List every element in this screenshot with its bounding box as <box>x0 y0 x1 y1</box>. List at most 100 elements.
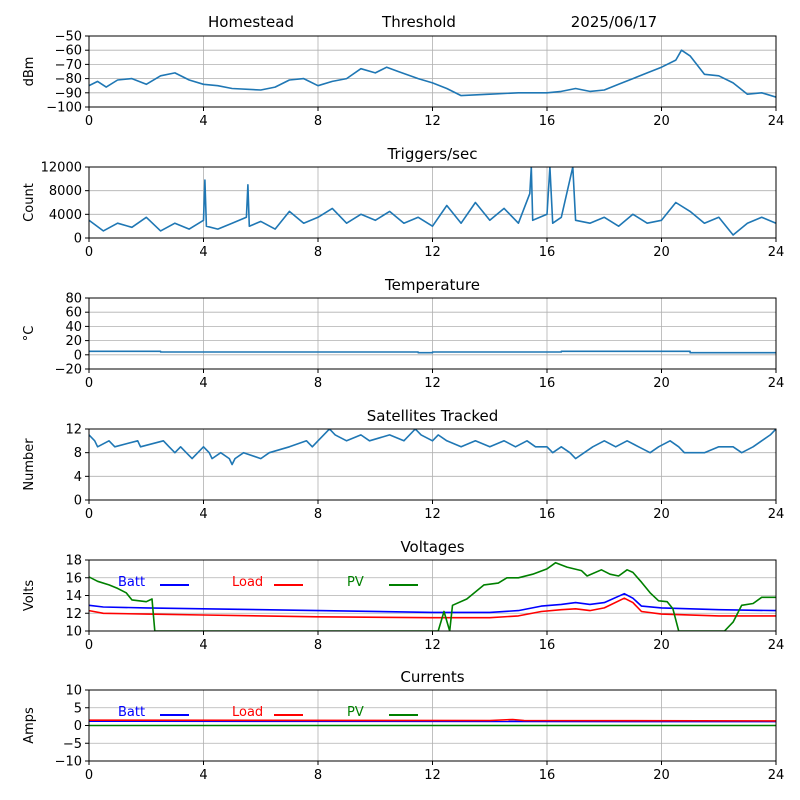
x-tick-label: 12 <box>424 638 441 653</box>
panel-title: Voltages <box>400 538 464 556</box>
x-tick-label: 20 <box>653 114 670 129</box>
header-site: Homestead <box>208 13 294 31</box>
y-tick-label: 12 <box>65 423 82 438</box>
legend-label-load: Load <box>232 575 263 590</box>
x-tick-label: 4 <box>199 376 207 391</box>
x-tick-label: 24 <box>768 507 785 522</box>
y-tick-label: 8000 <box>49 184 82 199</box>
panel-title: Triggers/sec <box>387 145 478 163</box>
y-tick-label: −50 <box>55 30 82 45</box>
y-axis-label: °C <box>22 326 37 342</box>
y-tick-label: 14 <box>65 589 82 604</box>
y-tick-label: 0 <box>74 232 82 247</box>
x-tick-label: 0 <box>85 638 93 653</box>
panel-dbm: 0 4 8 12 16 20 24 −100−90−80−70−60−50 dBm <box>22 30 784 130</box>
y-axis-label: Count <box>22 183 37 222</box>
x-tick-label: 24 <box>768 768 785 783</box>
series-satellites <box>89 429 776 466</box>
y-tick-label: 80 <box>65 292 82 307</box>
x-tick-label: 16 <box>539 638 556 653</box>
x-tick-label: 8 <box>314 114 322 129</box>
x-tick-label: 12 <box>424 376 441 391</box>
x-tick-label: 16 <box>539 245 556 260</box>
y-tick-label: 4 <box>74 470 82 485</box>
x-tick-label: 16 <box>539 507 556 522</box>
x-tick-label: 24 <box>768 376 785 391</box>
x-tick-label: 4 <box>199 114 207 129</box>
x-tick-label: 8 <box>314 245 322 260</box>
legend-label-batt: Batt <box>118 705 145 720</box>
y-tick-label: −70 <box>55 58 82 73</box>
series-triggers <box>89 167 776 236</box>
y-tick-label: 0 <box>74 348 82 363</box>
y-tick-label: −80 <box>55 72 82 87</box>
x-tick-label: 0 <box>85 245 93 260</box>
panel-title: Temperature <box>384 276 480 294</box>
legend-label-pv: PV <box>347 575 364 590</box>
y-tick-label: −10 <box>55 755 82 770</box>
y-axis-label: Number <box>22 438 37 491</box>
x-tick-label: 0 <box>85 507 93 522</box>
x-tick-label: 16 <box>539 768 556 783</box>
x-tick-label: 4 <box>199 507 207 522</box>
x-tick-label: 24 <box>768 245 785 260</box>
x-tick-label: 24 <box>768 114 785 129</box>
series-load <box>89 718 776 722</box>
panel-satellites: 0 4 8 12 16 20 24 0 4 8 12 Satellites Tracked Number <box>22 407 784 522</box>
y-tick-label: 8 <box>74 446 82 461</box>
x-tick-label: 0 <box>85 114 93 129</box>
series-temperature <box>89 350 776 354</box>
header-mode: Threshold <box>381 13 456 31</box>
legend-label-load: Load <box>232 705 263 720</box>
x-tick-label: 12 <box>424 768 441 783</box>
y-tick-label: −5 <box>63 737 82 752</box>
series-batt <box>89 592 776 614</box>
series-pv <box>89 561 776 631</box>
panel-currents: 0 4 8 12 16 20 24 −10 −5 0 5 10 Currents Amps Batt Load… <box>22 668 784 783</box>
y-tick-label: −90 <box>55 86 82 101</box>
y-tick-label: −20 <box>55 363 82 378</box>
y-tick-label: 18 <box>65 554 82 569</box>
x-tick-label: 24 <box>768 638 785 653</box>
y-tick-label: 20 <box>65 334 82 349</box>
x-tick-label: 8 <box>314 507 322 522</box>
x-tick-label: 12 <box>424 507 441 522</box>
y-tick-label: 60 <box>65 306 82 321</box>
legend-label-pv: PV <box>347 705 364 720</box>
header-date: 2025/06/17 <box>571 13 657 31</box>
x-tick-label: 20 <box>653 245 670 260</box>
x-tick-label: 0 <box>85 376 93 391</box>
x-tick-label: 4 <box>199 245 207 260</box>
panel-title: Currents <box>400 668 464 686</box>
x-tick-label: 16 <box>539 114 556 129</box>
x-tick-label: 20 <box>653 638 670 653</box>
x-tick-label: 12 <box>424 245 441 260</box>
x-tick-label: 0 <box>85 768 93 783</box>
y-tick-label: 0 <box>74 719 82 734</box>
x-tick-label: 16 <box>539 376 556 391</box>
y-tick-label: −60 <box>55 44 82 59</box>
y-tick-label: 0 <box>74 494 82 509</box>
y-tick-label: −100 <box>46 101 82 116</box>
x-tick-label: 4 <box>199 638 207 653</box>
x-tick-label: 4 <box>199 768 207 783</box>
y-axis-label: dBm <box>22 57 37 87</box>
y-tick-label: 4000 <box>49 208 82 223</box>
y-tick-label: 16 <box>65 571 82 586</box>
x-tick-label: 8 <box>314 768 322 783</box>
x-tick-label: 20 <box>653 507 670 522</box>
y-tick-label: 10 <box>65 625 82 640</box>
y-tick-label: 5 <box>74 701 82 716</box>
x-tick-label: 8 <box>314 376 322 391</box>
y-tick-label: 40 <box>65 320 82 335</box>
y-tick-label: 12000 <box>41 161 82 176</box>
x-tick-label: 8 <box>314 638 322 653</box>
panel-title: Satellites Tracked <box>367 407 498 425</box>
x-tick-label: 20 <box>653 376 670 391</box>
x-tick-label: 12 <box>424 114 441 129</box>
x-tick-label: 20 <box>653 768 670 783</box>
y-axis-label: Volts <box>22 580 37 612</box>
y-tick-label: 12 <box>65 607 82 622</box>
panel-voltages: 0 4 8 12 16 20 24 10 12 14 16 18 Voltages Volts Batt Lo… <box>22 538 784 653</box>
